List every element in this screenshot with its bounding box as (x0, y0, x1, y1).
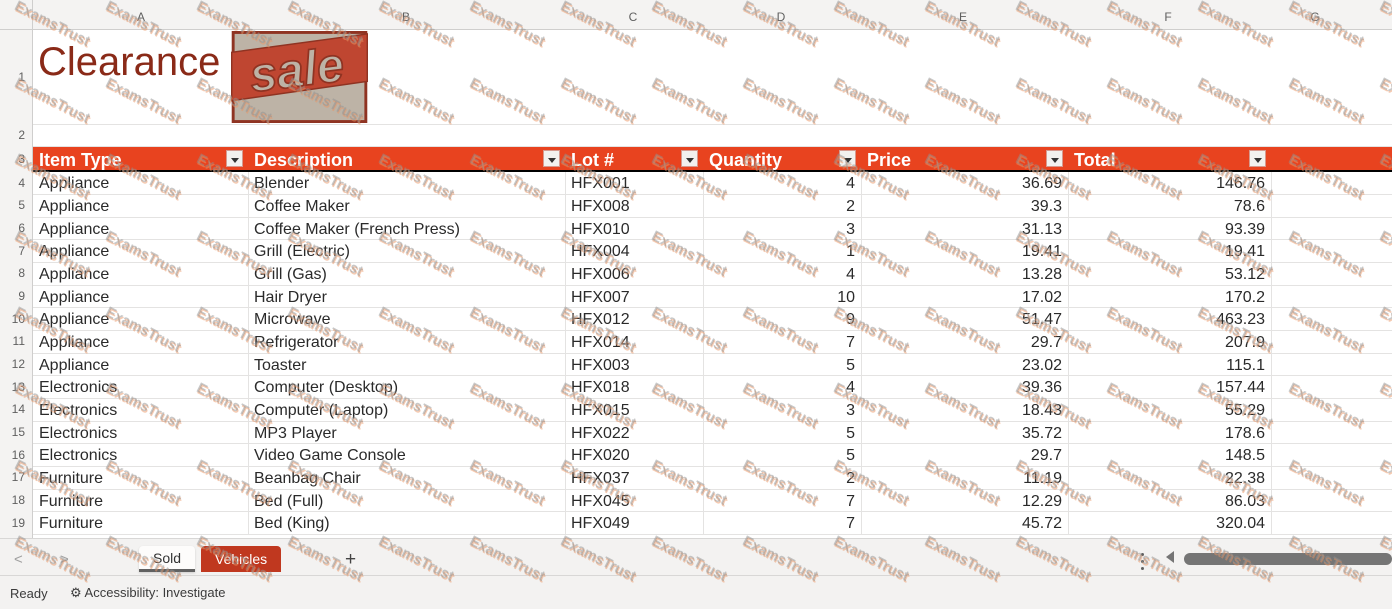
svg-text:sale: sale (247, 38, 347, 103)
